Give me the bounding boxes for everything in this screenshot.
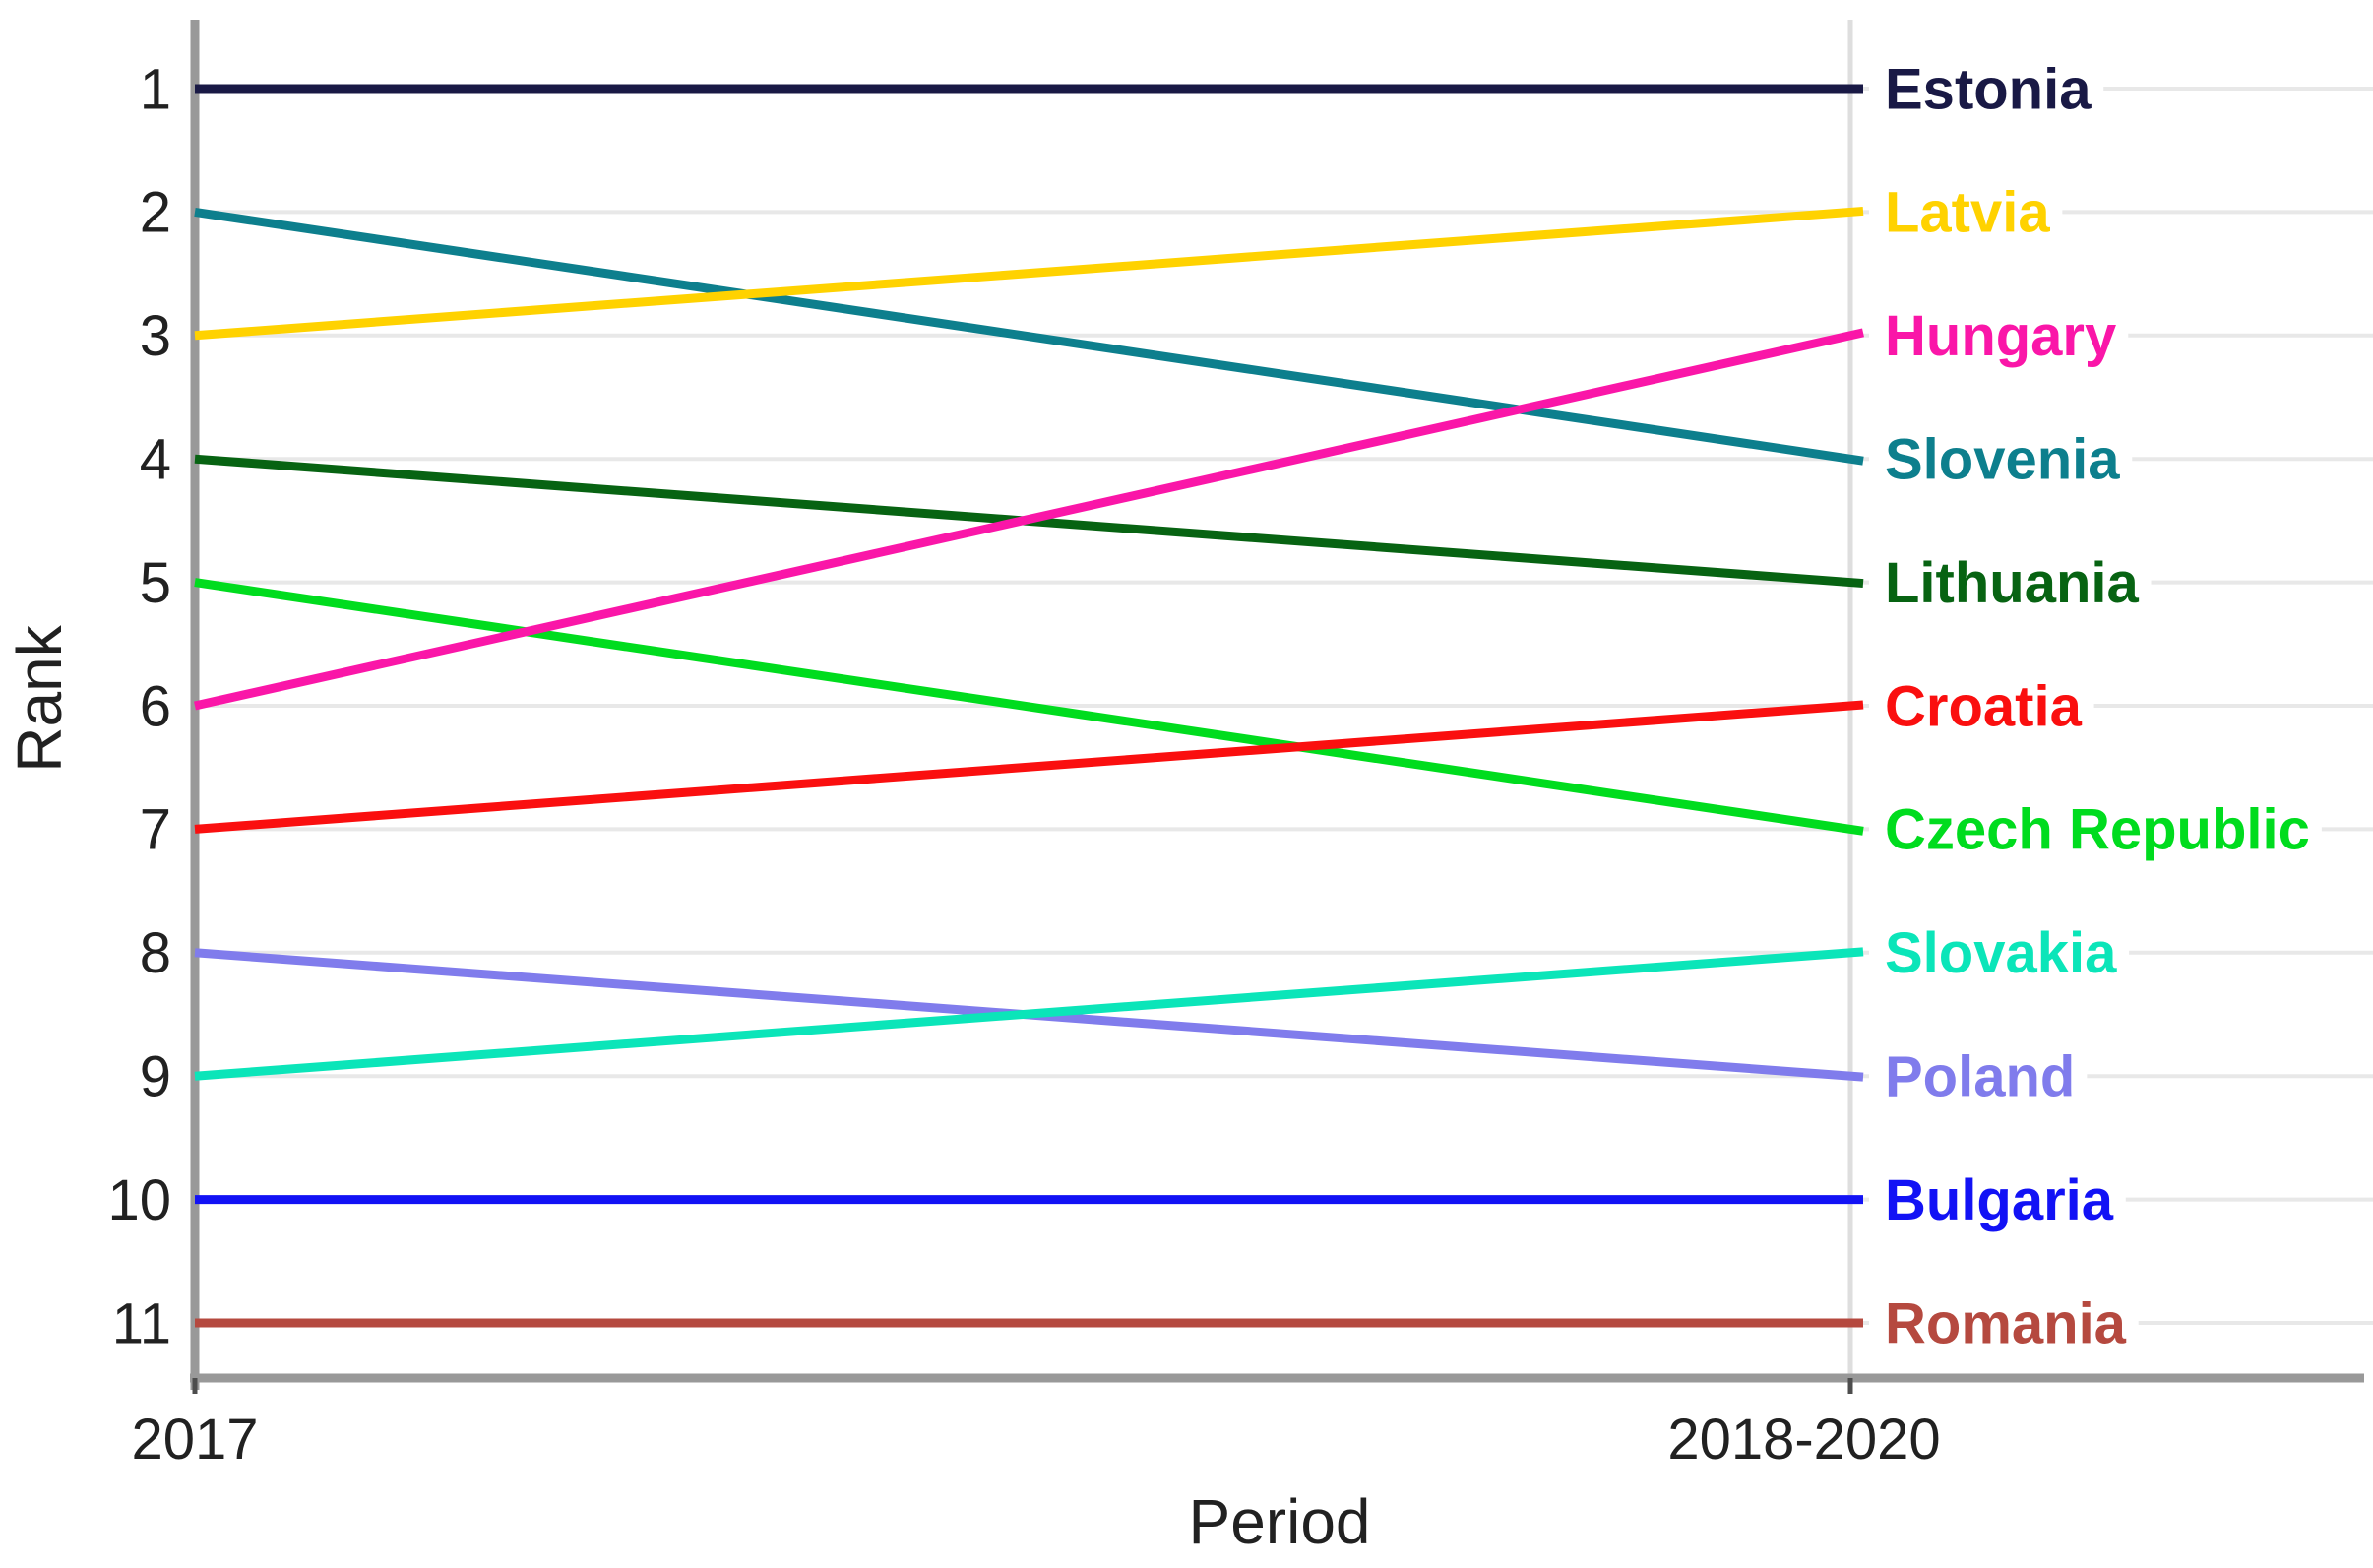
country-label-bulgaria: Bulgaria [1885, 1168, 2114, 1232]
country-label-czech-republic: Czech Republic [1885, 798, 2310, 862]
label-background-bulgaria [1869, 1165, 2126, 1233]
y-tick-label-11: 11 [112, 1291, 171, 1355]
series-line-hungary [194, 328, 1864, 711]
y-tick-label-1: 1 [140, 57, 171, 121]
country-label-slovenia: Slovenia [1885, 428, 2120, 492]
country-label-hungary: Hungary [1885, 304, 2116, 368]
y-tick-label-8: 8 [140, 921, 171, 985]
series-lines-group [194, 84, 1864, 1328]
x-tick-label-1: 2018-2020 [1667, 1408, 1940, 1472]
series-line-slovenia [194, 207, 1864, 466]
country-label-romania: Romania [1885, 1291, 2127, 1355]
country-label-latvia: Latvia [1885, 181, 2050, 245]
country-label-slovakia: Slovakia [1885, 921, 2117, 985]
label-background-slovenia [1869, 425, 2133, 493]
y-tick-label-9: 9 [140, 1045, 171, 1109]
country-label-croatia: Croatia [1885, 674, 2083, 738]
series-line-slovakia [194, 947, 1864, 1081]
series-line-latvia [194, 206, 1864, 341]
x-tick-label-0: 2017 [131, 1408, 258, 1472]
text-group: 1 2 3 4 5 6 7 8 9 10 11 2017 2018-2020 Rank Period Esto… [4, 57, 2310, 1557]
label-backgrounds-group [1869, 55, 2322, 1356]
y-tick-label-6: 6 [140, 674, 171, 738]
label-background-estonia [1869, 55, 2104, 122]
label-background-poland [1869, 1042, 2088, 1110]
label-background-slovakia [1869, 918, 2130, 986]
label-background-romania [1869, 1289, 2139, 1356]
label-background-latvia [1869, 178, 2063, 246]
series-line-czech-republic [194, 578, 1864, 836]
label-background-croatia [1869, 672, 2094, 739]
country-label-estonia: Estonia [1885, 57, 2092, 121]
y-tick-label-2: 2 [140, 181, 171, 245]
y-tick-label-5: 5 [140, 551, 171, 615]
label-background-lithuania [1869, 548, 2152, 616]
label-background-czech-republic [1869, 795, 2322, 863]
label-background-hungary [1869, 301, 2129, 369]
x-axis-title: Period [1189, 1486, 1371, 1557]
country-label-lithuania: Lithuania [1885, 551, 2140, 615]
y-tick-label-7: 7 [140, 798, 171, 862]
y-axis-title: Rank [4, 624, 75, 772]
series-line-croatia [194, 700, 1864, 834]
y-tick-label-4: 4 [140, 428, 171, 492]
y-tick-label-3: 3 [140, 304, 171, 368]
y-tick-label-10: 10 [107, 1168, 171, 1232]
country-label-poland: Poland [1885, 1045, 2075, 1109]
